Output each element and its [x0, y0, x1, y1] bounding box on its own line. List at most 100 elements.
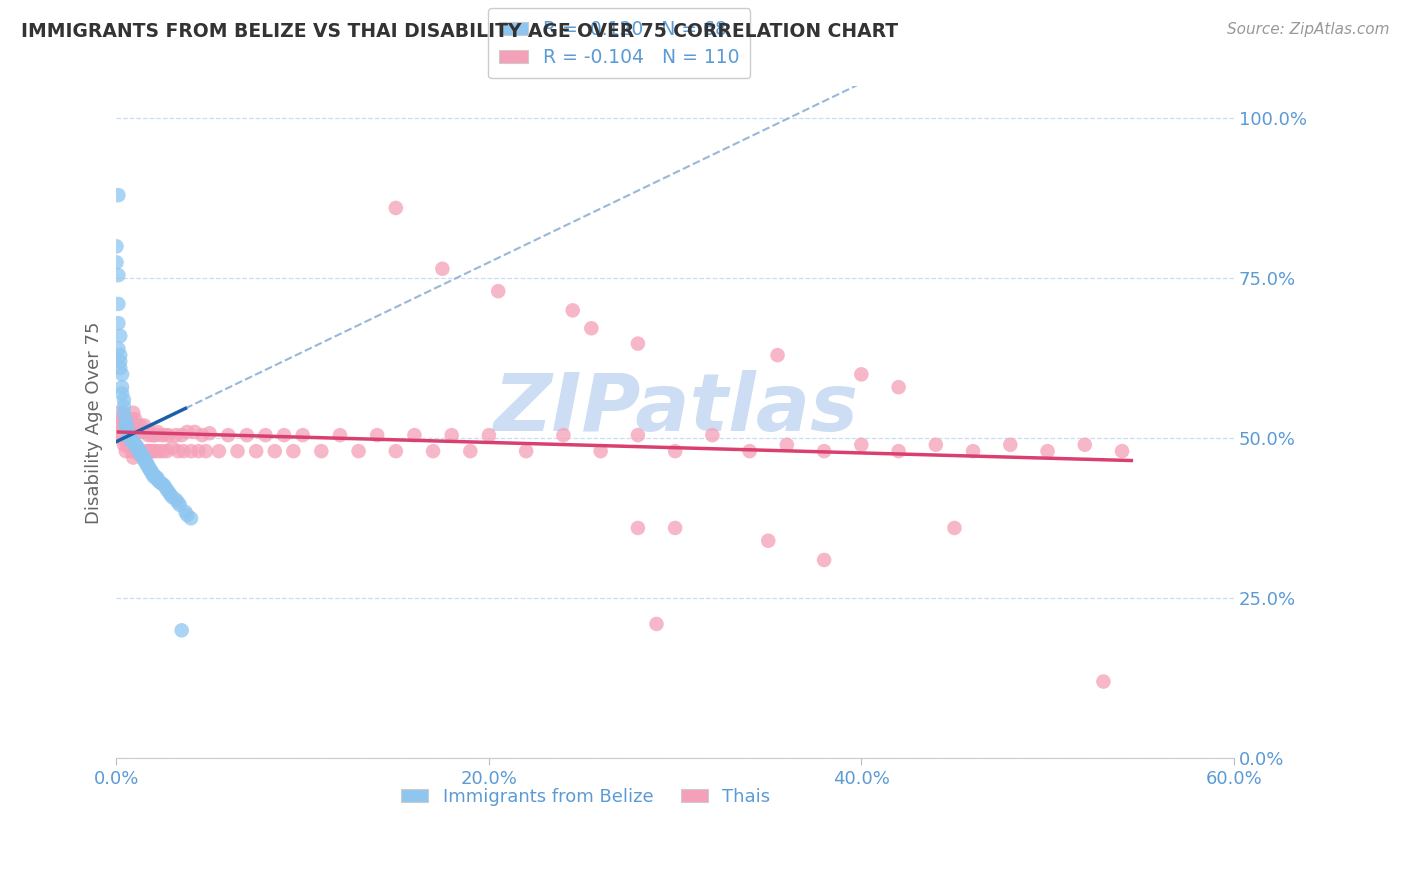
Point: [142, 467, 165, 482]
Point: [329, 428, 352, 442]
Point: [561, 303, 583, 318]
Point: [107, 297, 129, 311]
Point: [142, 428, 165, 442]
Point: [141, 444, 163, 458]
Point: [170, 428, 193, 442]
Point: [124, 438, 146, 452]
Point: [129, 445, 152, 459]
Point: [134, 418, 156, 433]
Point: [122, 434, 145, 449]
Point: [217, 428, 239, 442]
Point: [962, 444, 984, 458]
Point: [170, 624, 193, 638]
Point: [120, 412, 142, 426]
Point: [146, 425, 169, 439]
Point: [169, 498, 191, 512]
Point: [1074, 438, 1097, 452]
Point: [165, 492, 187, 507]
Point: [125, 441, 148, 455]
Point: [756, 533, 779, 548]
Point: [136, 444, 159, 458]
Point: [114, 418, 136, 433]
Point: [105, 255, 128, 269]
Point: [112, 392, 135, 407]
Point: [152, 444, 174, 458]
Point: [478, 428, 501, 442]
Point: [110, 406, 132, 420]
Point: [105, 239, 128, 253]
Point: [157, 428, 180, 442]
Point: [627, 336, 650, 351]
Point: [112, 438, 135, 452]
Point: [1092, 674, 1115, 689]
Point: [851, 368, 873, 382]
Point: [125, 439, 148, 453]
Point: [110, 329, 132, 343]
Point: [131, 447, 153, 461]
Point: [150, 476, 173, 491]
Point: [128, 425, 150, 439]
Point: [887, 444, 910, 458]
Point: [581, 321, 603, 335]
Point: [153, 479, 176, 493]
Text: IMMIGRANTS FROM BELIZE VS THAI DISABILITY AGE OVER 75 CORRELATION CHART: IMMIGRANTS FROM BELIZE VS THAI DISABILIT…: [21, 22, 898, 41]
Point: [702, 428, 724, 442]
Point: [136, 458, 159, 473]
Point: [111, 368, 134, 382]
Point: [738, 444, 761, 458]
Point: [766, 348, 789, 362]
Point: [110, 361, 132, 376]
Point: [176, 425, 198, 439]
Point: [117, 425, 139, 439]
Point: [139, 444, 162, 458]
Point: [110, 354, 132, 368]
Point: [146, 471, 169, 485]
Point: [135, 444, 157, 458]
Point: [167, 444, 190, 458]
Point: [122, 436, 145, 450]
Point: [114, 418, 136, 433]
Point: [458, 444, 481, 458]
Point: [191, 428, 214, 442]
Point: [925, 438, 948, 452]
Point: [120, 431, 142, 445]
Point: [887, 380, 910, 394]
Point: [128, 442, 150, 457]
Point: [187, 444, 209, 458]
Point: [107, 342, 129, 356]
Point: [664, 521, 686, 535]
Point: [118, 431, 141, 445]
Point: [183, 425, 205, 439]
Point: [139, 462, 162, 476]
Point: [174, 505, 197, 519]
Point: [645, 616, 668, 631]
Point: [486, 284, 509, 298]
Point: [157, 485, 180, 500]
Point: [129, 444, 152, 458]
Point: [385, 444, 408, 458]
Point: [125, 444, 148, 458]
Point: [118, 418, 141, 433]
Point: [111, 412, 134, 426]
Point: [145, 444, 167, 458]
Point: [118, 428, 141, 442]
Point: [134, 451, 156, 466]
Point: [347, 444, 370, 458]
Point: [664, 444, 686, 458]
Point: [553, 428, 575, 442]
Point: [145, 469, 167, 483]
Point: [366, 428, 388, 442]
Point: [141, 467, 163, 481]
Point: [107, 418, 129, 433]
Point: [117, 425, 139, 439]
Point: [194, 444, 217, 458]
Point: [117, 438, 139, 452]
Point: [589, 444, 612, 458]
Point: [131, 449, 153, 463]
Point: [236, 428, 259, 442]
Point: [128, 444, 150, 458]
Point: [515, 444, 537, 458]
Point: [291, 428, 314, 442]
Point: [128, 447, 150, 461]
Point: [142, 469, 165, 483]
